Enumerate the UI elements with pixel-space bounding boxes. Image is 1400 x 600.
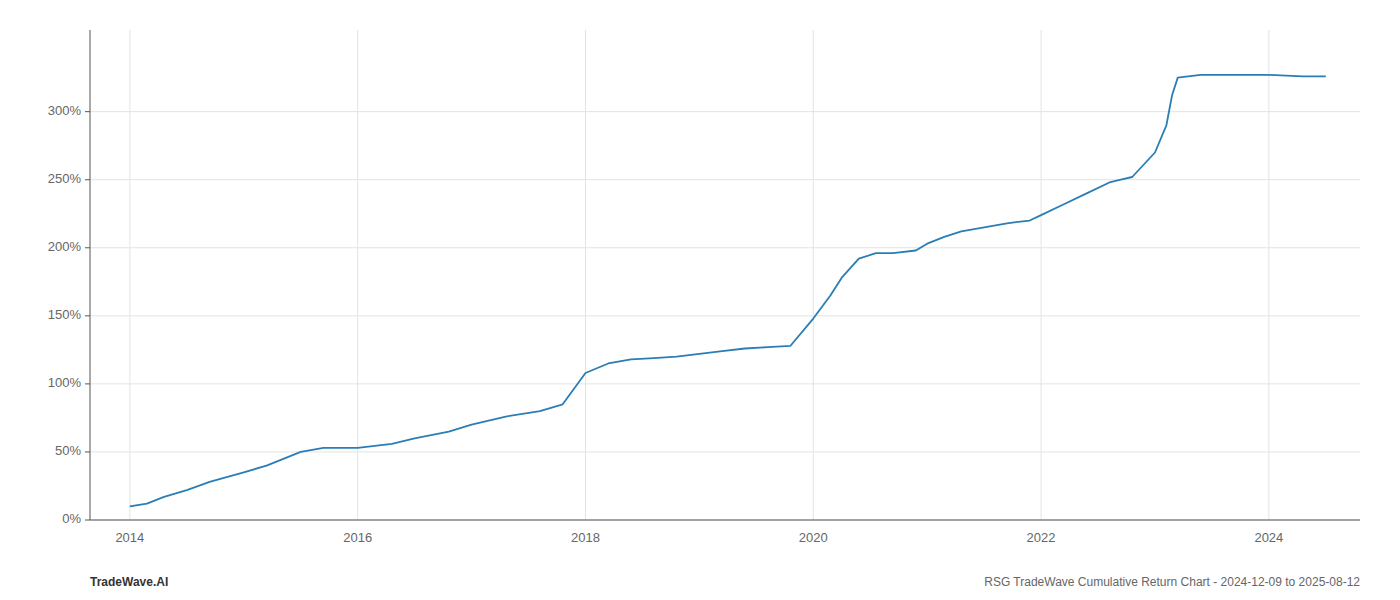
x-tick-label: 2014 bbox=[115, 530, 144, 545]
y-tick-mark bbox=[85, 111, 90, 112]
x-grid-line bbox=[1268, 30, 1269, 520]
x-tick-label: 2022 bbox=[1027, 530, 1056, 545]
x-tick-label: 2016 bbox=[343, 530, 372, 545]
y-tick-label: 150% bbox=[48, 307, 82, 322]
y-tick-mark bbox=[85, 247, 90, 248]
x-tick-label: 2020 bbox=[799, 530, 828, 545]
x-tick-label: 2024 bbox=[1254, 530, 1283, 545]
y-tick-mark bbox=[85, 179, 90, 180]
y-tick-label: 250% bbox=[48, 171, 82, 186]
x-grid-line bbox=[585, 30, 586, 520]
plot-area bbox=[130, 75, 1326, 506]
y-tick-mark bbox=[85, 383, 90, 384]
x-tick-label: 2018 bbox=[571, 530, 600, 545]
y-grid-line bbox=[90, 451, 1360, 452]
y-tick-label: 50% bbox=[55, 443, 81, 458]
y-grid-line bbox=[90, 315, 1360, 316]
y-grid-line bbox=[90, 179, 1360, 180]
footer-right: RSG TradeWave Cumulative Return Chart - … bbox=[984, 575, 1360, 589]
y-tick-mark bbox=[85, 520, 90, 521]
y-tick-label: 200% bbox=[48, 239, 82, 254]
x-grid-line bbox=[357, 30, 358, 520]
y-tick-label: 100% bbox=[48, 375, 82, 390]
x-grid-line bbox=[813, 30, 814, 520]
y-tick-label: 300% bbox=[48, 103, 82, 118]
footer-left: TradeWave.AI bbox=[90, 575, 168, 589]
chart: 2014 2016 2018 2020 2022 2024 0% 50% 100% 150% 200… bbox=[0, 0, 1400, 600]
return-line bbox=[130, 75, 1326, 506]
y-grid-line bbox=[90, 247, 1360, 248]
y-tick-mark bbox=[85, 451, 90, 452]
x-grid-line bbox=[129, 30, 130, 520]
x-axis-line bbox=[90, 520, 1360, 521]
y-tick-mark bbox=[85, 315, 90, 316]
y-grid-line bbox=[90, 383, 1360, 384]
y-tick-label: 0% bbox=[62, 511, 81, 526]
x-grid-line bbox=[1041, 30, 1042, 520]
grid bbox=[90, 30, 1360, 520]
y-axis-line bbox=[90, 30, 91, 520]
y-grid-line bbox=[90, 520, 1360, 521]
